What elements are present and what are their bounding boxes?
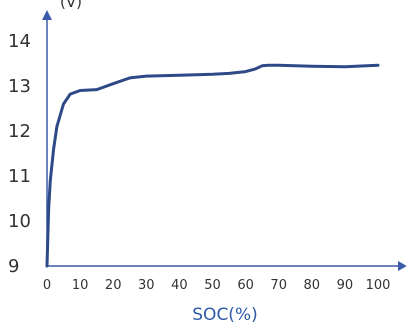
y-tick-labels: 9 10 11 12 13 14 — [8, 31, 31, 277]
y-axis-arrow — [42, 10, 52, 20]
y-tick-label: 13 — [8, 76, 31, 97]
x-axis-arrow — [398, 261, 406, 271]
x-tick-label: 0 — [43, 278, 51, 293]
x-tick-label: 30 — [138, 278, 155, 293]
x-tick-label: 70 — [270, 278, 287, 293]
x-tick-label: 80 — [304, 278, 321, 293]
series-group — [45, 63, 380, 268]
x-tick-labels: 0 10 20 30 40 50 60 70 80 90 100 — [43, 278, 391, 293]
axes — [42, 10, 406, 271]
x-tick-label: 20 — [105, 278, 122, 293]
x-tick-label: 60 — [237, 278, 254, 293]
x-tick-label: 40 — [171, 278, 188, 293]
x-tick-label: 50 — [204, 278, 221, 293]
x-tick-label: 10 — [72, 278, 89, 293]
y-tick-label: 12 — [8, 121, 31, 142]
y-tick-label: 11 — [8, 166, 31, 187]
x-axis-label: SOC(%) — [192, 305, 257, 325]
series-line — [45, 63, 380, 268]
x-tick-label: 100 — [366, 278, 391, 293]
y-tick-label: 10 — [8, 211, 31, 232]
x-tick-label: 90 — [337, 278, 354, 293]
y-tick-label: 14 — [8, 31, 31, 52]
y-axis-label: (V) — [60, 0, 82, 11]
y-tick-label: 9 — [8, 256, 19, 277]
